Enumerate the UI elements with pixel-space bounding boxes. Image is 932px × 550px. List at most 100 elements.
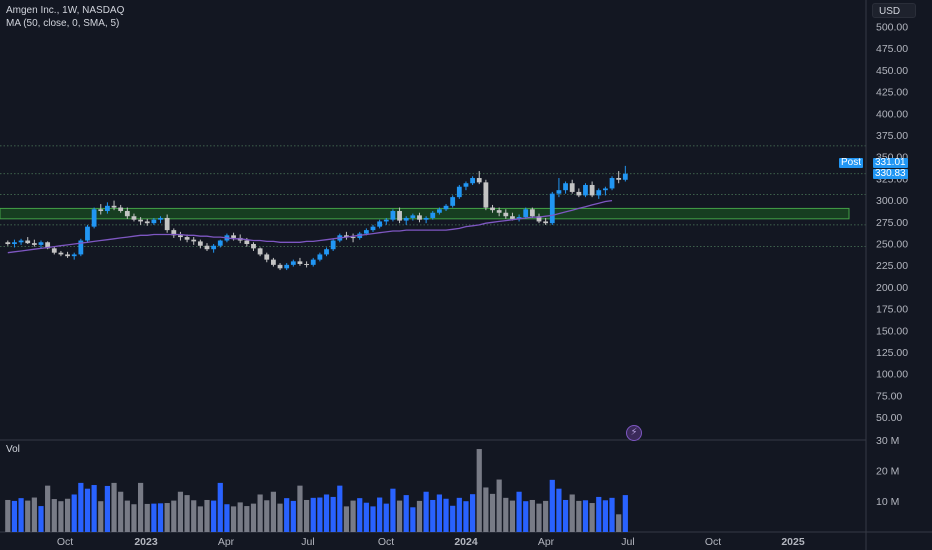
- candle-body: [616, 178, 622, 180]
- price-tick-label: 125.00: [876, 347, 908, 359]
- candle-body: [211, 245, 217, 250]
- price-tick-label: 275.00: [876, 217, 908, 229]
- candle-body: [217, 240, 223, 246]
- candle-body: [503, 212, 509, 217]
- candle-body: [12, 242, 17, 245]
- candle-body: [463, 183, 469, 187]
- price-tick-label: 175.00: [876, 304, 908, 316]
- volume-bar: [377, 497, 383, 532]
- volume-bar: [602, 500, 608, 532]
- time-tick-label: Oct: [57, 536, 73, 548]
- volume-bar: [350, 500, 356, 532]
- candle-body: [490, 207, 495, 211]
- volume-bar: [277, 503, 283, 532]
- candle-body: [71, 254, 77, 257]
- volume-bar: [576, 500, 582, 532]
- candle-body: [324, 249, 329, 255]
- candle-body: [257, 248, 263, 255]
- candle-body: [58, 252, 64, 255]
- volume-bar: [124, 500, 130, 532]
- volume-bar: [284, 498, 290, 532]
- candle-body: [124, 211, 130, 217]
- candle-body: [191, 239, 197, 242]
- volume-bar: [562, 499, 569, 532]
- candle-body: [85, 226, 90, 241]
- volume-axis-labels: 30 M 20 M 10 M: [876, 435, 899, 508]
- volume-bar: [390, 488, 396, 532]
- volume-bar: [25, 500, 31, 532]
- candle-body: [244, 240, 250, 245]
- price-tick-label: 75.00: [876, 390, 902, 402]
- volume-bar: [363, 502, 369, 532]
- volume-bar: [556, 488, 562, 532]
- candle-body: [251, 244, 256, 249]
- time-tick-label: Apr: [538, 536, 555, 548]
- volume-label[interactable]: Vol: [6, 444, 20, 455]
- candle-body: [158, 217, 163, 220]
- candle-body: [523, 209, 529, 218]
- time-tick-label: Oct: [378, 536, 394, 548]
- candle-body: [290, 261, 296, 265]
- volume-bar: [310, 497, 316, 532]
- volume-bar: [582, 500, 589, 532]
- volume-bar: [529, 499, 535, 532]
- volume-bar: [523, 501, 529, 532]
- indicator-label[interactable]: MA (50, close, 0, SMA, 5): [6, 18, 120, 29]
- volume-bar: [58, 501, 64, 532]
- volume-bar: [51, 499, 57, 532]
- candle-body: [417, 215, 422, 220]
- lightning-icon[interactable]: ⚡: [626, 425, 642, 441]
- volume-bar: [370, 506, 376, 532]
- candle-body: [344, 235, 349, 238]
- horizontal-levels: [0, 145, 866, 248]
- volume-bar: [549, 479, 555, 532]
- volume-bar: [304, 499, 310, 532]
- volume-bar: [416, 500, 423, 532]
- volume-tick-label: 30 M: [876, 435, 899, 447]
- volume-bar: [118, 491, 124, 532]
- candle-body: [543, 221, 549, 224]
- candle-body: [138, 219, 143, 222]
- post-price-badge: 331.01: [873, 157, 908, 168]
- time-tick-label: 2025: [781, 536, 805, 548]
- candle-body: [131, 216, 137, 220]
- price-tick-label: 375.00: [876, 130, 908, 142]
- candle-body: [437, 209, 442, 213]
- candle-body: [105, 205, 110, 212]
- candle-body: [18, 240, 24, 243]
- volume-bar: [144, 503, 150, 532]
- volume-bar: [463, 501, 469, 532]
- moving-average-line: [7, 199, 613, 254]
- candle-body: [569, 183, 575, 192]
- candle-body: [25, 240, 31, 244]
- candle-body: [151, 219, 157, 224]
- volume-bar: [250, 503, 257, 532]
- candle-body: [556, 190, 562, 194]
- volume-bar: [616, 514, 622, 532]
- candle-body: [483, 182, 489, 208]
- volume-bar: [31, 497, 37, 532]
- candle-body: [231, 235, 236, 238]
- volume-bar: [290, 500, 296, 532]
- candle-body: [204, 245, 210, 250]
- currency-button[interactable]: USD: [872, 3, 916, 18]
- candle-body: [529, 209, 535, 217]
- volume-bar: [151, 503, 157, 532]
- volume-bar: [622, 495, 628, 532]
- price-tick-label: 200.00: [876, 282, 908, 294]
- volume-bar: [98, 501, 104, 532]
- time-tick-label: Apr: [218, 536, 235, 548]
- volume-bar: [111, 482, 117, 532]
- candle-body: [271, 259, 276, 265]
- volume-bar: [224, 504, 230, 532]
- candle-body: [277, 264, 283, 269]
- candle-body: [310, 259, 316, 265]
- candle-body: [589, 184, 595, 196]
- volume-bar: [45, 485, 51, 532]
- volume-bar: [496, 479, 502, 532]
- volume-bar: [257, 494, 263, 532]
- time-axis-labels[interactable]: Oct 2023 Apr Jul Oct 2024 Apr Jul Oct 2025: [57, 536, 805, 548]
- symbol-title[interactable]: Amgen Inc., 1W, NASDAQ: [6, 5, 125, 16]
